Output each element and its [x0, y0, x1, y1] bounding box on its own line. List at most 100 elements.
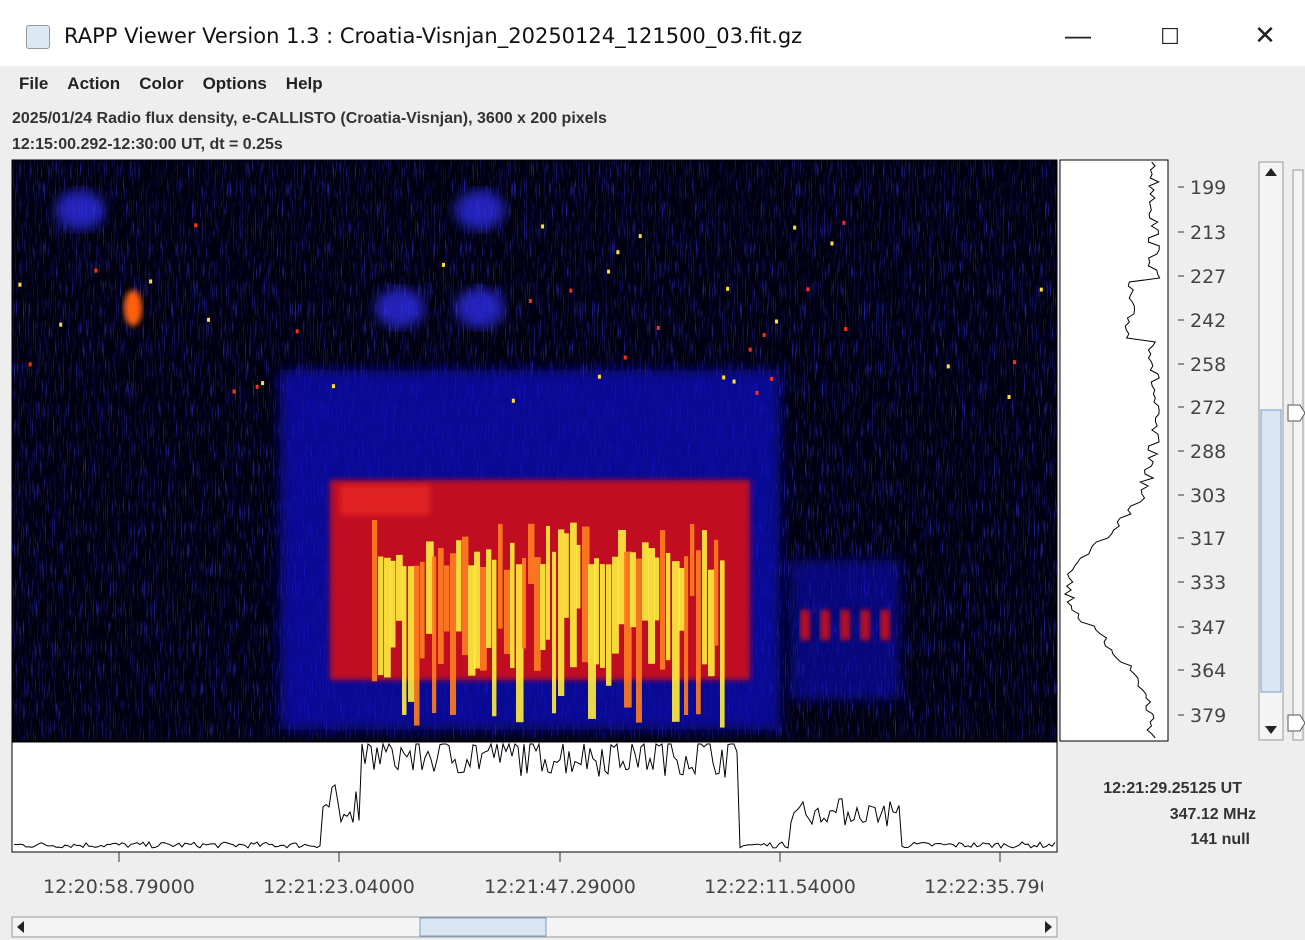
speckle — [722, 375, 725, 379]
info-value: 141 null — [1060, 831, 1250, 849]
speckle — [775, 320, 778, 324]
burst-core — [438, 548, 444, 664]
speckle — [639, 234, 642, 238]
speckle — [842, 221, 845, 225]
burst-core — [414, 566, 419, 726]
burst-core — [456, 540, 461, 631]
burst-blob — [820, 610, 830, 640]
speckle — [261, 381, 264, 385]
burst-core — [678, 568, 685, 631]
speckle — [296, 329, 299, 333]
y-tick-label: 227 — [1190, 266, 1226, 288]
burst-core — [462, 537, 468, 655]
speckle — [94, 269, 97, 273]
burst-core — [594, 558, 599, 664]
burst-core — [600, 564, 605, 668]
blue-spot — [455, 288, 505, 328]
y-tick-label: 213 — [1190, 222, 1226, 244]
burst-blob — [840, 610, 850, 640]
speckle — [616, 250, 619, 254]
scroll-thumb[interactable] — [1261, 410, 1281, 692]
burst-core — [528, 524, 534, 584]
burst-core — [474, 552, 480, 669]
burst-core — [714, 540, 718, 646]
speckle — [1040, 288, 1043, 292]
burst-core — [654, 558, 659, 621]
x-tick-label: 12:20:58.79000 — [43, 876, 195, 898]
y-tick-label: 333 — [1190, 572, 1226, 594]
burst-core — [546, 526, 550, 640]
burst-core — [648, 548, 655, 664]
burst-core — [522, 558, 526, 648]
burst-core — [570, 523, 577, 668]
speckle — [194, 223, 197, 227]
burst-core — [606, 564, 611, 685]
burst-core — [384, 558, 391, 678]
burst-core — [450, 553, 456, 715]
burst-core — [684, 556, 688, 715]
burst-core — [696, 550, 701, 714]
x-tick-label: 12:21:47.29000 — [484, 876, 636, 898]
burst-core — [378, 556, 383, 675]
x-tick-label: 12:22:35.79000 — [924, 876, 1076, 898]
burst-core — [498, 524, 503, 629]
burst-core — [690, 524, 694, 596]
info-time: 12:21:29.25125 UT — [1060, 780, 1242, 798]
burst-core — [372, 520, 377, 681]
speckle — [598, 375, 601, 379]
burst-core — [708, 570, 715, 676]
blue-spot — [55, 190, 105, 230]
speckle — [569, 289, 572, 293]
burst-blob — [860, 610, 870, 640]
speckle — [607, 270, 610, 274]
speckle — [541, 224, 544, 228]
speckle — [207, 318, 210, 322]
burst-core — [390, 561, 395, 648]
speckle — [770, 377, 773, 381]
burst-blob — [800, 610, 810, 640]
time-profile — [12, 742, 1057, 852]
burst-core — [720, 560, 725, 727]
burst-core — [642, 542, 649, 620]
burst-core — [540, 564, 545, 650]
y-tick-label: 317 — [1190, 528, 1226, 550]
speckle — [763, 333, 766, 337]
speckle — [755, 391, 758, 395]
speckle — [256, 385, 259, 389]
speckle — [529, 299, 532, 303]
speckle — [442, 263, 445, 267]
speckle — [332, 384, 335, 388]
burst-core — [558, 529, 564, 696]
speckle — [749, 348, 752, 352]
slider-track[interactable] — [1293, 170, 1303, 740]
burst-red — [340, 485, 430, 515]
hot-spot — [124, 290, 142, 326]
burst-core — [564, 533, 569, 618]
app: {"window":{"title":"RAPP Viewer Version … — [0, 0, 1305, 940]
y-tick-label: 199 — [1190, 177, 1226, 199]
speckle — [18, 283, 21, 287]
burst-core — [408, 566, 415, 702]
speckle — [624, 355, 627, 359]
y-tick-label: 303 — [1190, 485, 1226, 507]
y-tick-label: 272 — [1190, 397, 1226, 419]
speckle — [29, 362, 32, 366]
y-tick-label: 288 — [1190, 441, 1226, 463]
spectrogram — [12, 160, 1057, 741]
burst-core — [612, 557, 619, 654]
y-tick-label: 364 — [1190, 660, 1226, 682]
burst-core — [420, 562, 425, 659]
burst-core — [660, 530, 665, 670]
burst-core — [636, 559, 642, 723]
burst-core — [666, 553, 670, 660]
speckle — [233, 389, 236, 393]
burst-blob — [880, 610, 890, 640]
x-tick-label: 12:22:11.54000 — [704, 876, 856, 898]
speckle — [793, 226, 796, 230]
y-tick-label: 242 — [1190, 310, 1226, 332]
scroll-thumb[interactable] — [420, 918, 546, 936]
burst-core — [576, 545, 580, 609]
speckle — [947, 364, 950, 368]
y-tick-label: 347 — [1190, 617, 1226, 639]
speckle — [512, 399, 515, 403]
